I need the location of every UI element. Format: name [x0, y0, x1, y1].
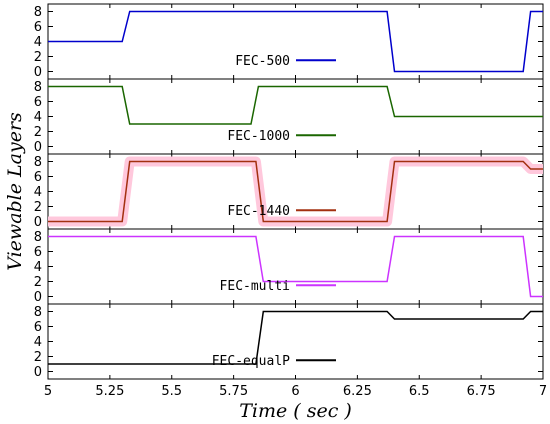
- y-tick-label: 6: [34, 95, 42, 110]
- x-tick-label: 6: [291, 384, 299, 399]
- y-tick-label: 4: [34, 335, 42, 350]
- y-axis-title: Viewable Layers: [4, 112, 26, 271]
- y-tick-label: 8: [34, 155, 42, 170]
- chart-panels: 02468FEC-50002468FEC-100002468FEC-144002…: [34, 3, 544, 380]
- legend-label: FEC-1000: [227, 129, 290, 144]
- y-tick-label: 4: [34, 110, 42, 125]
- x-tick-label: 5: [44, 384, 52, 399]
- y-tick-label: 8: [34, 80, 42, 95]
- y-tick-label: 2: [34, 125, 42, 140]
- y-tick-label: 0: [34, 365, 42, 380]
- legend-label: FEC-500: [235, 54, 290, 69]
- legend-label: FEC-equalP: [212, 354, 290, 369]
- x-tick-label: 6.25: [343, 384, 372, 399]
- y-tick-label: 0: [34, 140, 42, 155]
- series-band: [48, 156, 543, 227]
- y-tick-label: 6: [34, 320, 42, 335]
- x-axis: 5 5.25 5.5 5.75 6 6.25 6.5 6.75 7: [44, 384, 547, 399]
- y-tick-label: 6: [34, 20, 42, 35]
- x-tick-label: 7: [539, 384, 547, 399]
- x-tick-label: 6.75: [467, 384, 496, 399]
- series-line: [48, 10, 543, 73]
- series-line: [48, 310, 543, 365]
- x-tick-label: 5.5: [161, 384, 182, 399]
- x-tick-label: 6.5: [409, 384, 430, 399]
- y-tick-label: 2: [34, 275, 42, 290]
- y-tick-label: 4: [34, 260, 42, 275]
- y-tick-label: 2: [34, 50, 42, 65]
- series-line: [48, 160, 543, 223]
- y-tick-label: 6: [34, 170, 42, 185]
- series-line: [48, 235, 543, 298]
- y-tick-label: 8: [34, 5, 42, 20]
- legend-label: FEC-1440: [227, 204, 290, 219]
- y-tick-label: 0: [34, 290, 42, 305]
- y-tick-label: 2: [34, 350, 42, 365]
- y-tick-label: 8: [34, 230, 42, 245]
- x-tick-label: 5.25: [95, 384, 124, 399]
- y-tick-label: 6: [34, 245, 42, 260]
- legend-label: FEC-multi: [220, 279, 290, 294]
- y-tick-label: 4: [34, 35, 42, 50]
- panel-frame: [47, 228, 544, 305]
- series-line: [48, 85, 543, 125]
- x-axis-title: Time ( sec ): [239, 400, 352, 422]
- panel-frame: [47, 303, 544, 380]
- y-tick-label: 4: [34, 185, 42, 200]
- y-tick-label: 0: [34, 215, 42, 230]
- x-tick-label: 5.75: [219, 384, 248, 399]
- y-tick-label: 8: [34, 305, 42, 320]
- y-tick-label: 0: [34, 65, 42, 80]
- y-tick-label: 2: [34, 200, 42, 215]
